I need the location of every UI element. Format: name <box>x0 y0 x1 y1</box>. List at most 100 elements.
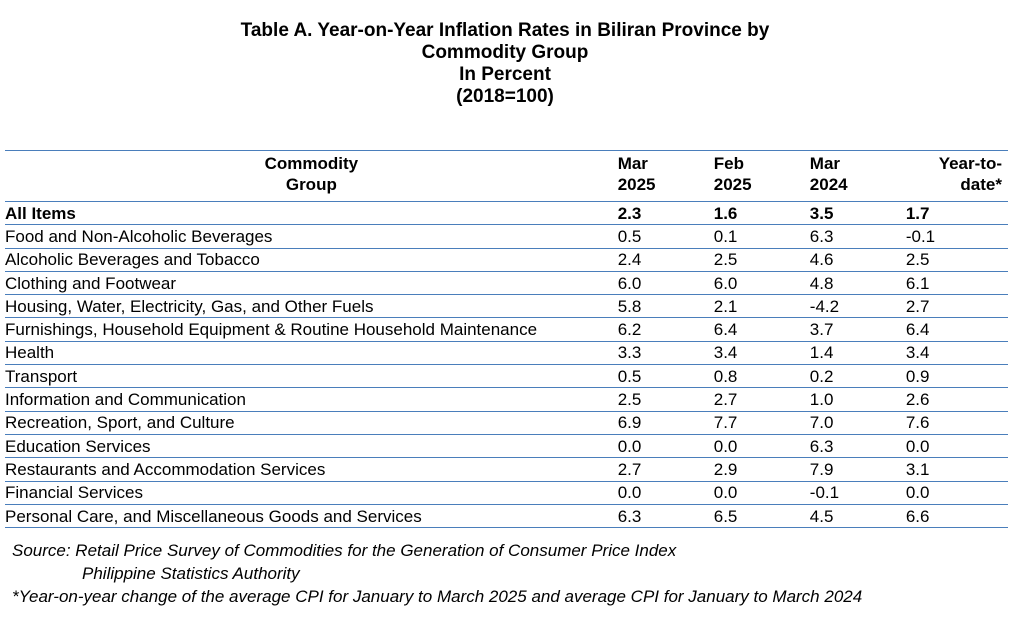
row-mar-2025: 6.3 <box>617 504 714 529</box>
row-mar-2025: 2.5 <box>617 387 714 412</box>
row-ytd: 6.4 <box>905 317 1008 342</box>
row-mar-2024: 3.7 <box>809 317 906 342</box>
table-title: Table A. Year-on-Year Inflation Rates in… <box>0 20 1010 108</box>
row-name: Health <box>5 341 618 366</box>
row-ytd: 6.1 <box>905 271 1008 296</box>
row-feb-2025: 6.5 <box>713 504 810 529</box>
row-mar-2025: 6.0 <box>617 271 714 296</box>
row-ytd: 0.0 <box>905 481 1008 505</box>
table-body: All Items 2.3 1.6 3.5 1.7 Food and Non-A… <box>5 201 1008 529</box>
header-col4-line-2: date* <box>960 175 1002 194</box>
row-name: Financial Services <box>5 481 618 505</box>
header-col3-line-1: Mar <box>809 154 841 173</box>
header-group-line-2: Group <box>285 175 337 194</box>
row-ytd: 0.0 <box>905 434 1008 459</box>
row-mar-2024: 7.9 <box>809 457 906 482</box>
row-name: Furnishings, Household Equipment & Routi… <box>5 317 618 342</box>
row-feb-2025: 0.0 <box>713 481 810 505</box>
row-mar-2025: 6.2 <box>617 317 714 342</box>
row-feb-2025: 3.4 <box>713 341 810 366</box>
header-col4-line-1: Year-to- <box>938 154 1002 173</box>
header-mar-2024: Mar 2024 <box>809 150 906 202</box>
row-feb-2025: 0.0 <box>713 434 810 459</box>
row-mar-2025: 2.7 <box>617 457 714 482</box>
table-row: Furnishings, Household Equipment & Routi… <box>5 317 1008 342</box>
table-header: Commodity Group Mar 2025 Feb 2025 Mar 20… <box>5 150 1008 202</box>
row-mar-2024: 6.3 <box>809 434 906 459</box>
row-name: Clothing and Footwear <box>5 271 618 296</box>
row-name: Alcoholic Beverages and Tobacco <box>5 248 618 272</box>
table-row-all-items: All Items 2.3 1.6 3.5 1.7 <box>5 201 1008 226</box>
row-feb-2025: 2.9 <box>713 457 810 482</box>
title-line-2: Commodity Group <box>421 42 589 63</box>
header-col3-line-2: 2024 <box>809 175 848 194</box>
row-mar-2025: 0.0 <box>617 481 714 505</box>
row-mar-2025: 6.9 <box>617 411 714 435</box>
header-col1-line-2: 2025 <box>617 175 656 194</box>
inflation-table: Commodity Group Mar 2025 Feb 2025 Mar 20… <box>5 150 1008 529</box>
table-row: Education Services 0.0 0.0 6.3 0.0 <box>5 434 1008 459</box>
row-name: Education Services <box>5 434 618 459</box>
table-row: Health 3.3 3.4 1.4 3.4 <box>5 341 1008 366</box>
table-row: Recreation, Sport, and Culture 6.9 7.7 7… <box>5 411 1008 435</box>
table-row: Transport 0.5 0.8 0.2 0.9 <box>5 364 1008 389</box>
row-name: All Items <box>5 201 618 226</box>
row-mar-2025: 3.3 <box>617 341 714 366</box>
row-mar-2024: 1.4 <box>809 341 906 366</box>
header-group-line-1: Commodity <box>264 154 359 173</box>
row-mar-2024: -0.1 <box>809 481 906 505</box>
header-col1-line-1: Mar <box>617 154 648 173</box>
row-mar-2025: 0.5 <box>617 224 714 249</box>
row-mar-2025: 0.5 <box>617 364 714 389</box>
row-mar-2024: 3.5 <box>809 201 906 226</box>
row-ytd: 1.7 <box>905 201 1008 226</box>
row-ytd: 2.7 <box>905 294 1008 319</box>
row-mar-2024: 1.0 <box>809 387 906 412</box>
table-row: Housing, Water, Electricity, Gas, and Ot… <box>5 294 1008 319</box>
row-mar-2025: 2.3 <box>617 201 714 226</box>
table-row: Food and Non-Alcoholic Beverages 0.5 0.1… <box>5 224 1008 249</box>
row-ytd: 2.5 <box>905 248 1008 272</box>
row-name: Recreation, Sport, and Culture <box>5 411 618 435</box>
row-mar-2024: 4.6 <box>809 248 906 272</box>
row-mar-2025: 2.4 <box>617 248 714 272</box>
row-name: Restaurants and Accommodation Services <box>5 457 618 482</box>
row-feb-2025: 0.1 <box>713 224 810 249</box>
row-feb-2025: 6.0 <box>713 271 810 296</box>
row-feb-2025: 2.1 <box>713 294 810 319</box>
source-line-1: Source: Retail Price Survey of Commoditi… <box>12 541 677 560</box>
row-ytd: 0.9 <box>905 364 1008 389</box>
row-feb-2025: 1.6 <box>713 201 810 226</box>
table-row: Restaurants and Accommodation Services 2… <box>5 457 1008 482</box>
row-ytd: -0.1 <box>905 224 1008 249</box>
title-line-1: Table A. Year-on-Year Inflation Rates in… <box>240 20 770 41</box>
header-mar-2025: Mar 2025 <box>617 150 714 202</box>
row-mar-2024: -4.2 <box>809 294 906 319</box>
row-feb-2025: 0.8 <box>713 364 810 389</box>
row-ytd: 2.6 <box>905 387 1008 412</box>
header-col2-line-2: 2025 <box>713 175 752 194</box>
row-feb-2025: 2.7 <box>713 387 810 412</box>
table-row: Financial Services 0.0 0.0 -0.1 0.0 <box>5 481 1008 505</box>
header-year-to-date: Year-to- date* <box>905 150 1008 202</box>
row-ytd: 6.6 <box>905 504 1008 529</box>
row-name: Housing, Water, Electricity, Gas, and Ot… <box>5 294 618 319</box>
title-line-3: In Percent <box>459 64 551 85</box>
row-mar-2024: 4.8 <box>809 271 906 296</box>
row-mar-2024: 6.3 <box>809 224 906 249</box>
header-row: Commodity Group Mar 2025 Feb 2025 Mar 20… <box>5 150 1008 202</box>
row-name: Food and Non-Alcoholic Beverages <box>5 224 618 249</box>
table-row: Alcoholic Beverages and Tobacco 2.4 2.5 … <box>5 248 1008 272</box>
row-mar-2025: 5.8 <box>617 294 714 319</box>
source-line-2: Philippine Statistics Authority <box>82 564 300 583</box>
row-feb-2025: 6.4 <box>713 317 810 342</box>
table-row: Information and Communication 2.5 2.7 1.… <box>5 387 1008 412</box>
header-feb-2025: Feb 2025 <box>713 150 810 202</box>
footnote: *Year-on-year change of the average CPI … <box>12 587 863 606</box>
row-mar-2024: 4.5 <box>809 504 906 529</box>
table-row: Personal Care, and Miscellaneous Goods a… <box>5 504 1008 529</box>
row-mar-2025: 0.0 <box>617 434 714 459</box>
row-name: Personal Care, and Miscellaneous Goods a… <box>5 504 618 529</box>
table-notes: Source: Retail Price Survey of Commoditi… <box>12 539 862 608</box>
row-mar-2024: 7.0 <box>809 411 906 435</box>
